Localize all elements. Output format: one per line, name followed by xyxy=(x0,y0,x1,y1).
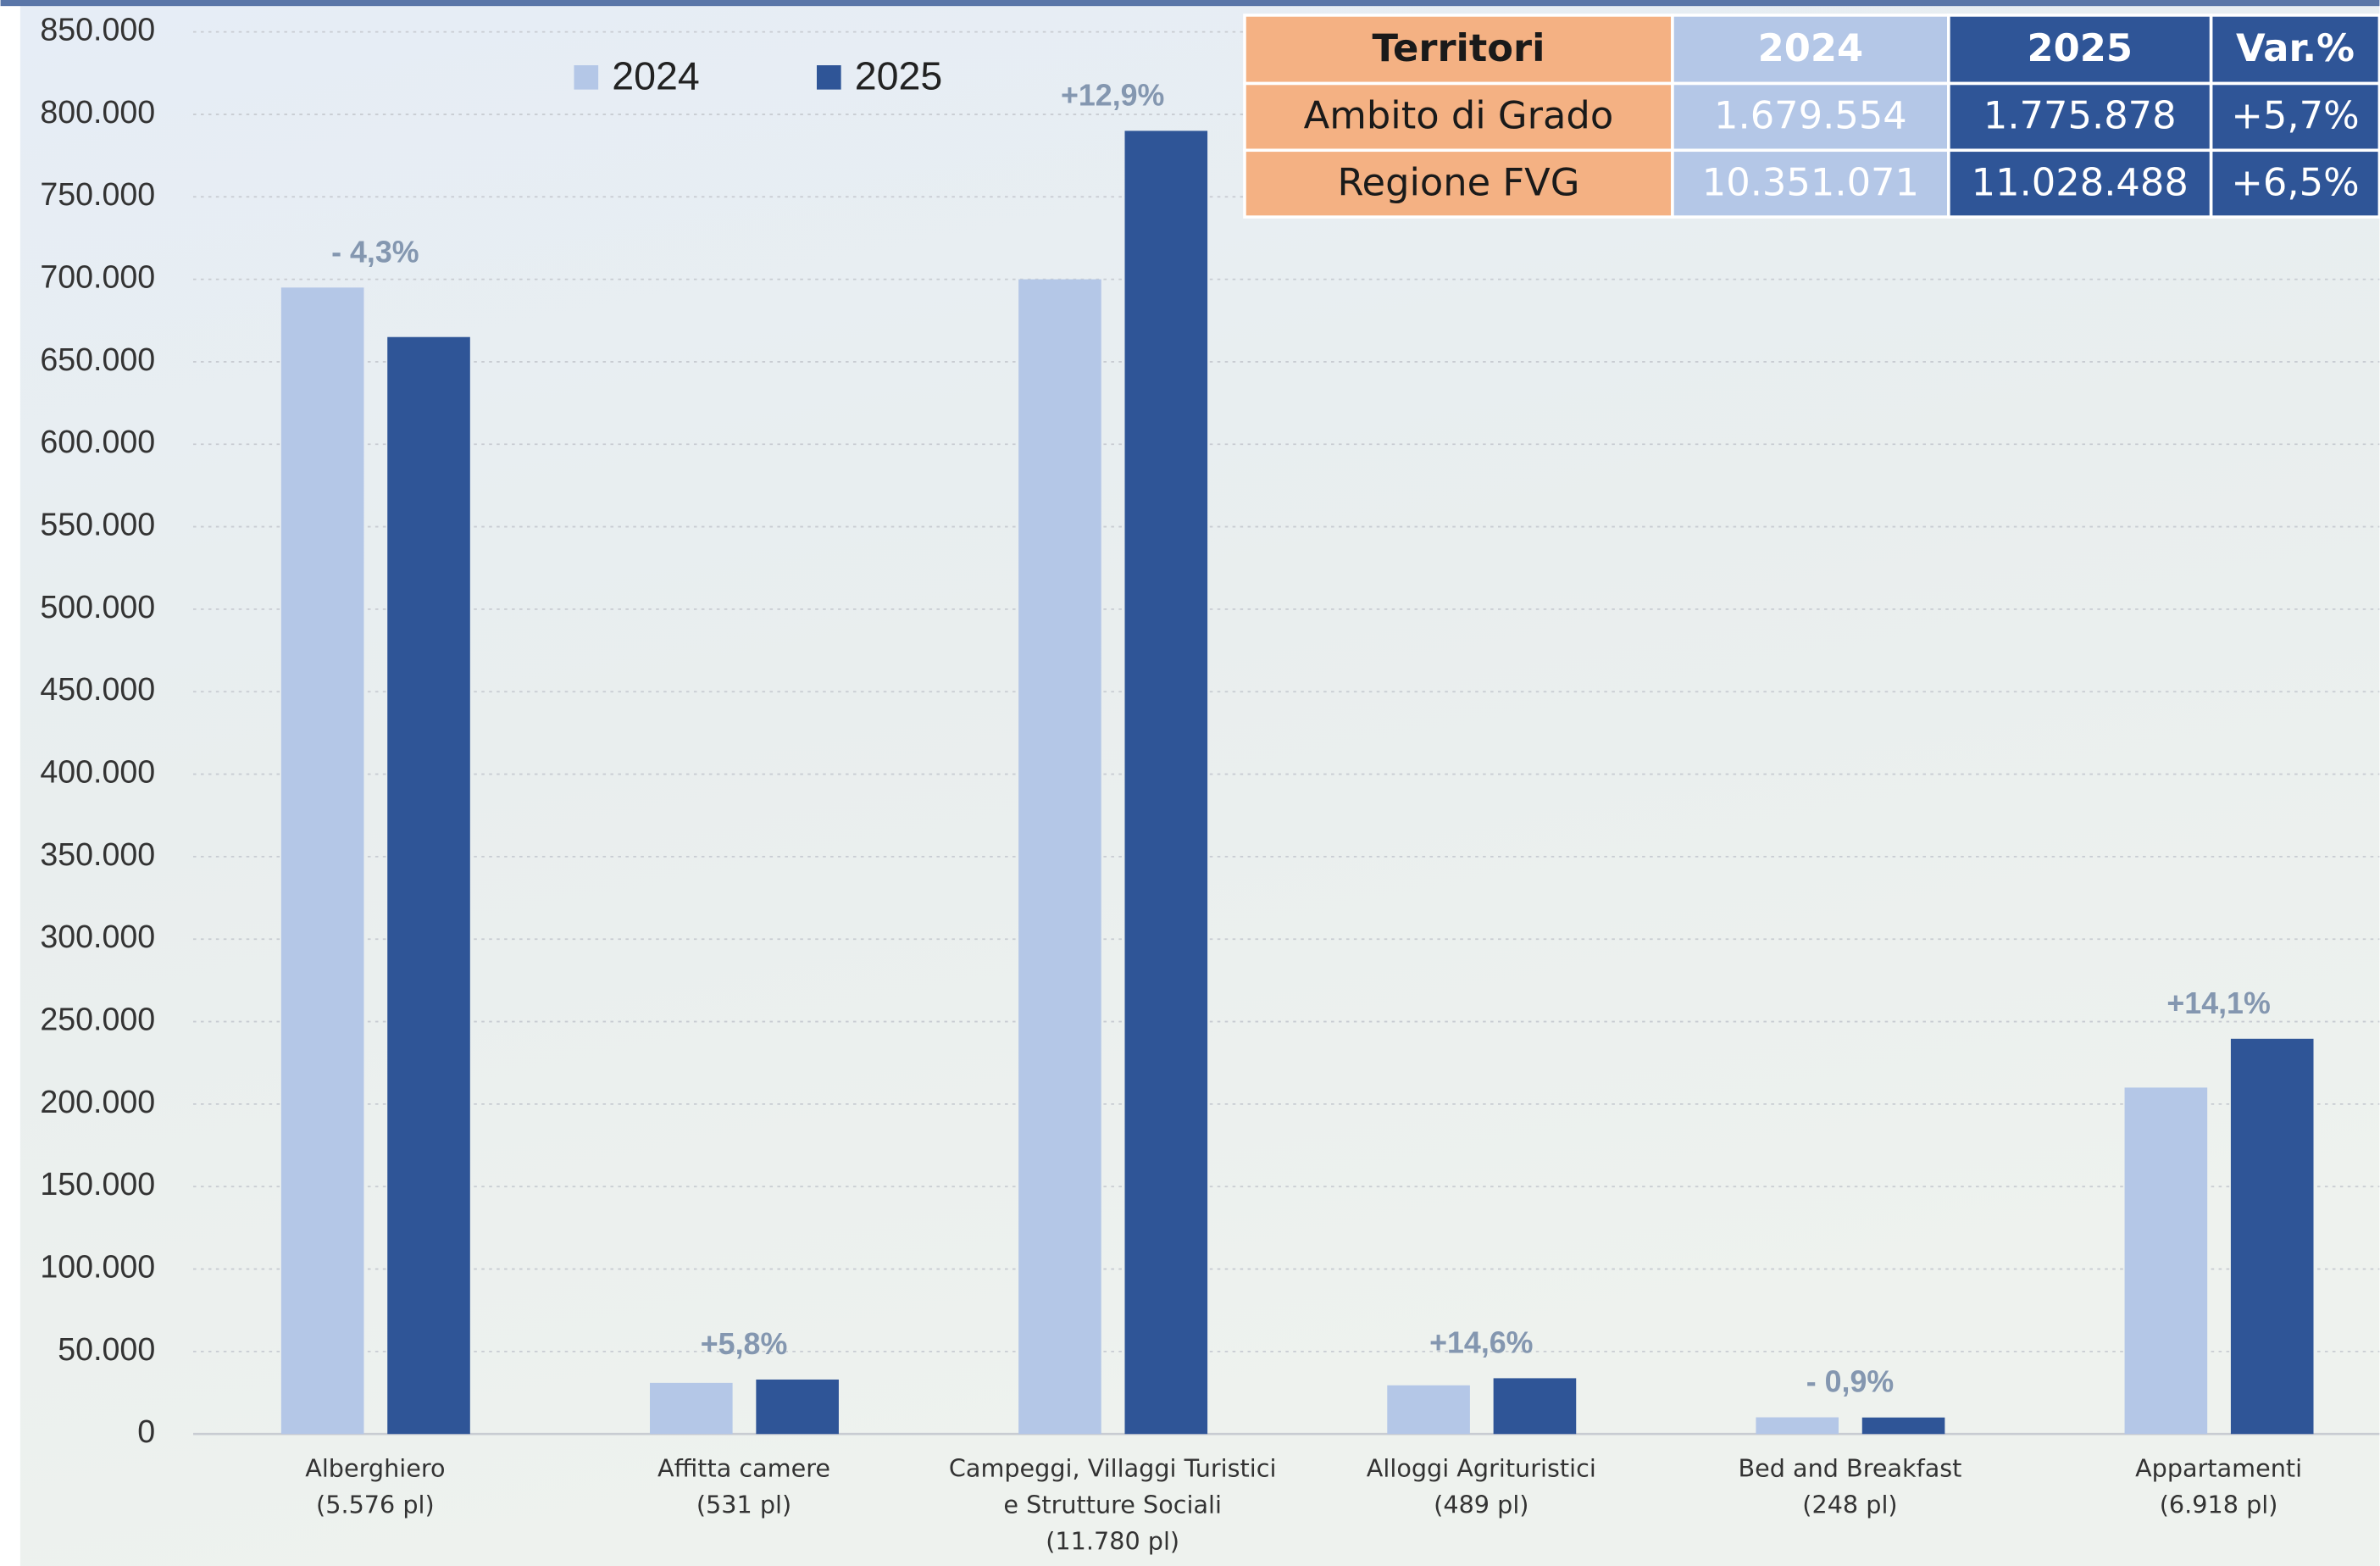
x-tick-label-box: Alberghiero (5.576 pl) xyxy=(305,1453,446,1519)
y-tick-label: 50.000 xyxy=(58,1331,155,1367)
y-tick-label: 550.000 xyxy=(40,507,155,542)
y-tick-label: 750.000 xyxy=(40,176,155,212)
x-tick-label-box: Appartamenti (6.918 pl) xyxy=(2135,1453,2303,1519)
legend-label: 2025 xyxy=(855,53,943,97)
table-header: Var.% xyxy=(2236,25,2355,70)
bar xyxy=(650,1382,733,1435)
change-label: - 0,9% xyxy=(1806,1365,1894,1399)
x-tick-label: Alloggi Agrituristici (489 pl) xyxy=(1366,1453,1596,1519)
bar xyxy=(280,287,364,1435)
table-cell xyxy=(2209,81,2380,153)
table-cell xyxy=(1947,148,2213,219)
bar xyxy=(1493,1378,1577,1435)
top-border xyxy=(0,0,2380,7)
y-tick-label: 400.000 xyxy=(40,754,155,790)
table-cell xyxy=(1671,148,1950,219)
change-label: - 4,3% xyxy=(331,235,419,269)
table-value: +6,5% xyxy=(2231,159,2359,204)
change-label: +5,8% xyxy=(701,1327,788,1361)
table-header: 2024 xyxy=(1758,25,1864,70)
x-tick-label-box: Campeggi, Villaggi Turistici e Strutture… xyxy=(948,1453,1277,1556)
x-tick-label: Bed and Breakfast (248 pl) xyxy=(1738,1453,1962,1519)
table-cell xyxy=(1671,81,1950,153)
x-tick-label-box: Alloggi Agrituristici (489 pl) xyxy=(1366,1453,1596,1519)
bar xyxy=(2230,1038,2314,1435)
bar xyxy=(387,336,470,1435)
y-tick-label: 650.000 xyxy=(40,342,155,377)
change-label: +14,6% xyxy=(1429,1325,1533,1359)
x-tick-label-box: Bed and Breakfast (248 pl) xyxy=(1738,1453,1962,1519)
table-header: Territori xyxy=(1372,25,1545,70)
bar xyxy=(1124,130,1208,1435)
table-cell xyxy=(2209,148,2380,219)
y-tick-label: 450.000 xyxy=(40,671,155,707)
y-tick-label: 0 xyxy=(137,1413,155,1449)
legend-swatch xyxy=(574,65,599,90)
y-tick-label: 150.000 xyxy=(40,1166,155,1202)
bar xyxy=(1387,1385,1470,1435)
y-tick-label: 700.000 xyxy=(40,259,155,295)
y-tick-label: 500.000 xyxy=(40,589,155,625)
table-value: 1.679.554 xyxy=(1714,93,1907,138)
x-tick-label: Alberghiero (5.576 pl) xyxy=(305,1453,446,1519)
y-tick-label: 350.000 xyxy=(40,836,155,872)
legend-label: 2024 xyxy=(612,53,700,97)
table-value: +5,7% xyxy=(2231,93,2359,138)
y-tick-label: 600.000 xyxy=(40,424,155,459)
y-tick-label: 850.000 xyxy=(40,12,155,47)
table-value: 10.351.071 xyxy=(1702,159,1919,204)
table-value: Ambito di Grado xyxy=(1304,93,1614,138)
table-cell xyxy=(2209,14,2380,86)
bar xyxy=(1861,1417,1945,1435)
x-tick-label: Campeggi, Villaggi Turistici e Strutture… xyxy=(948,1453,1277,1556)
table-value: 11.028.488 xyxy=(1972,159,2189,204)
y-tick-label: 200.000 xyxy=(40,1084,155,1119)
bar xyxy=(756,1379,839,1435)
table-cell xyxy=(1947,14,2213,86)
change-label: +14,1% xyxy=(2166,986,2270,1020)
y-tick-label: 100.000 xyxy=(40,1248,155,1284)
y-tick-label: 800.000 xyxy=(40,94,155,130)
table-value: 1.775.878 xyxy=(1983,93,2177,138)
x-tick-label: Affitta camere (531 pl) xyxy=(657,1453,831,1519)
table-header: 2025 xyxy=(2027,25,2133,70)
bar xyxy=(1018,279,1101,1435)
bar xyxy=(2124,1087,2208,1435)
table-value: Regione FVG xyxy=(1337,159,1579,204)
table-cell xyxy=(1243,14,1674,86)
table-cell xyxy=(1671,14,1950,86)
legend-swatch xyxy=(816,65,841,90)
x-tick-label-box: Affitta camere (531 pl) xyxy=(657,1453,831,1519)
y-tick-label: 250.000 xyxy=(40,1001,155,1036)
bar xyxy=(1756,1417,1839,1435)
y-tick-label: 300.000 xyxy=(40,919,155,954)
x-tick-label: Appartamenti (6.918 pl) xyxy=(2135,1453,2303,1519)
change-label: +12,9% xyxy=(1061,78,1164,112)
table-cell xyxy=(1243,148,1674,219)
